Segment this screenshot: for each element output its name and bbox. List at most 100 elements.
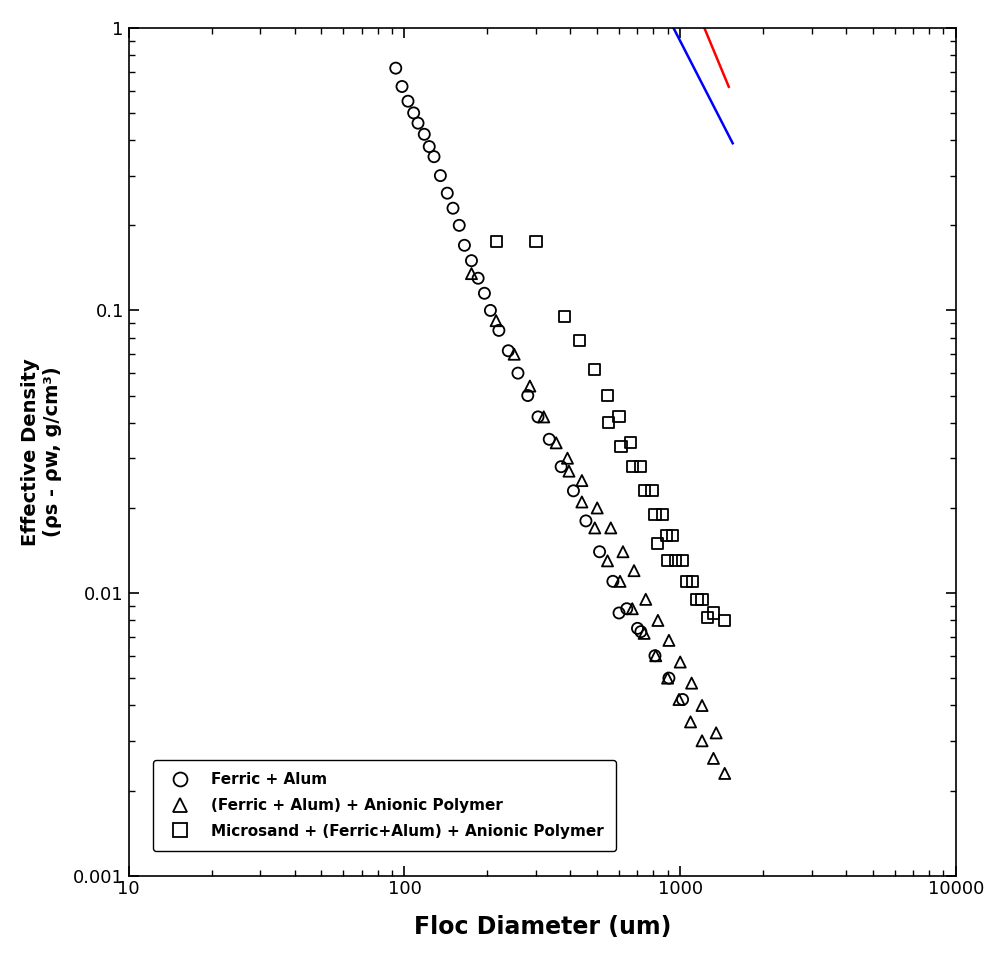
Point — [636, 483, 652, 498]
Point — [644, 483, 660, 498]
Point — [659, 553, 675, 568]
Point — [647, 507, 663, 522]
Point — [650, 612, 666, 628]
Point — [599, 388, 615, 403]
Point — [706, 751, 722, 766]
Point — [694, 591, 711, 607]
Point — [613, 439, 629, 454]
Point — [416, 127, 432, 142]
Point — [528, 234, 544, 250]
Point — [542, 432, 558, 447]
Point — [432, 168, 448, 183]
Point — [599, 553, 615, 568]
Y-axis label: Effective Density
(ρs - ρw, g/cm³): Effective Density (ρs - ρw, g/cm³) — [21, 358, 62, 545]
Point — [421, 139, 437, 155]
Point — [717, 612, 733, 628]
Point — [445, 201, 461, 216]
Point — [684, 574, 700, 589]
Point — [622, 435, 638, 450]
Point — [633, 624, 649, 639]
Point — [488, 313, 505, 328]
Point — [717, 766, 733, 781]
Point — [624, 601, 640, 616]
Point — [605, 574, 621, 589]
Point — [629, 621, 645, 636]
Point — [615, 544, 631, 560]
Point — [482, 302, 498, 318]
Point — [463, 266, 479, 281]
Point — [400, 93, 416, 108]
Point — [587, 361, 603, 376]
Point — [654, 507, 670, 522]
Point — [603, 520, 619, 536]
Point — [451, 218, 467, 233]
Point — [638, 591, 654, 607]
Point — [709, 725, 725, 740]
Point — [589, 500, 605, 516]
Point — [406, 106, 422, 121]
X-axis label: Floc Diameter (um): Floc Diameter (um) — [414, 915, 671, 939]
Point — [410, 115, 426, 131]
Point — [694, 698, 711, 713]
Point — [626, 563, 642, 578]
Point — [674, 553, 690, 568]
Point — [566, 483, 582, 498]
Point — [439, 185, 455, 201]
Point — [694, 733, 711, 749]
Point — [659, 670, 675, 685]
Point — [510, 366, 526, 381]
Point — [611, 606, 627, 621]
Point — [553, 459, 569, 474]
Point — [463, 253, 479, 269]
Point — [587, 520, 603, 536]
Point — [522, 378, 538, 394]
Point — [574, 494, 590, 510]
Legend: Ferric + Alum, (Ferric + Alum) + Anionic Polymer, Microsand + (Ferric+Alum) + An: Ferric + Alum, (Ferric + Alum) + Anionic… — [153, 760, 616, 852]
Point — [624, 459, 640, 474]
Point — [661, 633, 677, 648]
Point — [394, 79, 410, 94]
Point — [672, 655, 688, 670]
Point — [574, 473, 590, 489]
Point — [706, 606, 722, 621]
Point — [476, 286, 492, 301]
Point — [560, 450, 576, 466]
Point — [699, 610, 716, 625]
Point — [650, 536, 666, 551]
Point — [561, 464, 577, 479]
Point — [667, 553, 683, 568]
Point — [636, 626, 652, 641]
Point — [671, 692, 687, 708]
Point — [619, 601, 635, 616]
Point — [682, 714, 698, 730]
Point — [601, 416, 617, 431]
Point — [488, 234, 505, 250]
Point — [548, 435, 564, 450]
Point — [612, 574, 628, 589]
Point — [490, 323, 507, 338]
Point — [647, 648, 663, 663]
Point — [661, 670, 677, 685]
Point — [530, 409, 546, 424]
Point — [520, 388, 536, 403]
Point — [688, 591, 705, 607]
Point — [578, 514, 594, 529]
Point — [658, 528, 674, 543]
Point — [388, 60, 404, 76]
Point — [536, 409, 552, 424]
Point — [557, 309, 573, 324]
Point — [633, 459, 649, 474]
Point — [683, 676, 699, 691]
Point — [664, 528, 680, 543]
Point — [426, 149, 442, 164]
Point — [611, 409, 627, 424]
Point — [470, 271, 486, 286]
Point — [456, 238, 472, 253]
Point — [647, 648, 663, 663]
Point — [500, 343, 517, 358]
Point — [592, 544, 608, 560]
Point — [678, 574, 694, 589]
Point — [507, 347, 523, 362]
Point — [571, 333, 587, 348]
Point — [674, 692, 690, 708]
